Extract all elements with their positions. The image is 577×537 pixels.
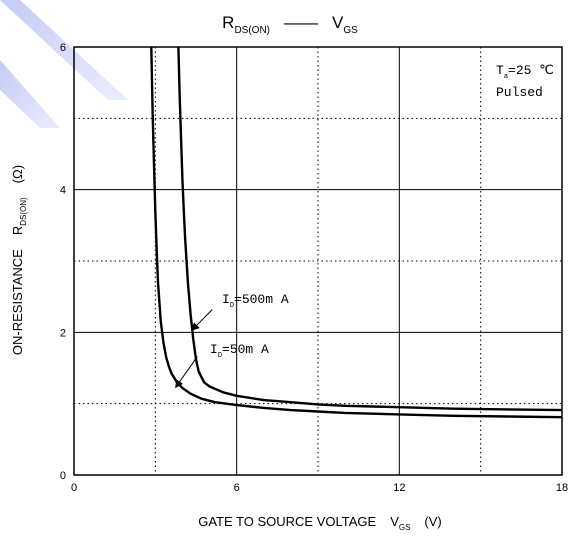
series-label-500ma: ID=500m A <box>222 292 289 310</box>
y-axis-label: ON-RESISTANCE RDS(ON) (Ω) <box>10 165 28 355</box>
title-r: R <box>222 13 234 32</box>
series-lines <box>151 47 562 417</box>
conditions-note: Ta=25 ℃ Pulsed <box>496 63 554 100</box>
chart-title: RDS(ON) —— VGS <box>222 13 358 36</box>
y-tick-label-0: 0 <box>60 470 66 482</box>
label-50-rest: =50m A <box>222 342 269 357</box>
series-line-0 <box>151 47 562 417</box>
ylabel-r: R <box>10 226 25 235</box>
x-tick-label-6: 6 <box>234 482 240 494</box>
title-r-sub: DS(ON) <box>234 25 270 36</box>
title-v-sub: GS <box>343 25 358 36</box>
annotation-arrow-0 <box>176 357 198 388</box>
x-tick-label-0: 0 <box>71 482 77 494</box>
label-500-rest: =500m A <box>234 292 289 307</box>
title-v: V <box>332 13 344 32</box>
cond-pulsed: Pulsed <box>496 85 543 100</box>
xlabel-main: GATE TO SOURCE VOLTAGE <box>198 514 376 529</box>
ylabel-unit: (Ω) <box>10 165 25 183</box>
tick-labels: 0 6 12 18 0 2 4 6 <box>60 42 568 494</box>
svg-text:ID=500m A: ID=500m A <box>222 292 289 310</box>
x-tick-label-12: 12 <box>393 482 405 494</box>
y-tick-label-6: 6 <box>60 42 66 54</box>
cond-temp: =25 ℃ <box>508 63 554 78</box>
label-500-i: I <box>222 292 230 307</box>
xlabel-unit: (V) <box>424 514 441 529</box>
svg-text:Ta=25 ℃: Ta=25 ℃ <box>496 63 554 81</box>
x-axis-label: GATE TO SOURCE VOLTAGE VGS (V) <box>198 514 442 532</box>
series-label-50ma: ID=50m A <box>210 342 269 360</box>
ylabel-sub: DS(ON) <box>19 197 28 226</box>
xlabel-v: V <box>390 514 399 529</box>
annotation-arrow-1 <box>192 310 212 331</box>
y-tick-label-4: 4 <box>60 185 66 197</box>
label-50-i: I <box>210 342 218 357</box>
x-tick-label-18: 18 <box>556 482 568 494</box>
ylabel-main: ON-RESISTANCE <box>10 249 25 355</box>
title-dash: —— <box>284 13 318 32</box>
cond-t: T <box>496 63 504 78</box>
svg-text:ID=50m A: ID=50m A <box>210 342 269 360</box>
watermark-stripes <box>0 0 128 128</box>
y-tick-label-2: 2 <box>60 327 66 339</box>
xlabel-sub: GS <box>399 523 411 532</box>
